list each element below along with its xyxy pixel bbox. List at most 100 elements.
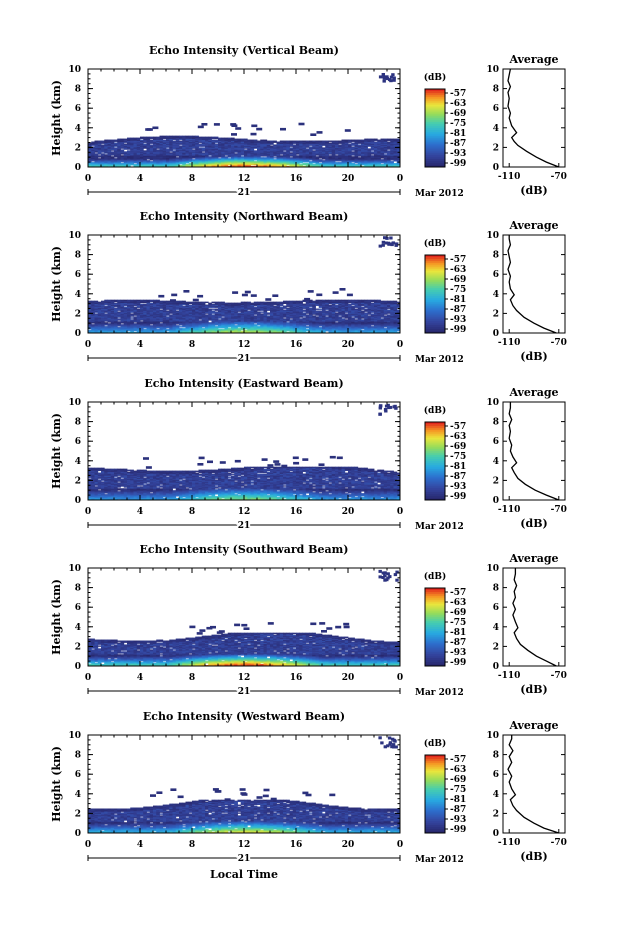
heatmap-cell <box>234 164 238 166</box>
heatmap-cell <box>302 303 307 305</box>
heatmap-cell <box>383 155 388 157</box>
heatmap-cell <box>289 154 294 156</box>
heatmap-cell <box>361 146 365 148</box>
average-title: Average <box>508 53 558 66</box>
heatmap-cell <box>292 163 297 165</box>
heatmap-cell <box>338 151 342 153</box>
heatmap-cell <box>123 162 128 164</box>
heatmap-cell <box>117 312 121 314</box>
heatmap-cell <box>344 164 349 166</box>
heatmap-cell <box>289 148 294 150</box>
heatmap-cell <box>127 163 131 165</box>
day-label: 21 <box>238 188 251 198</box>
heatmap-cell <box>266 153 271 155</box>
heatmap-cell <box>169 140 173 142</box>
heatmap-cell <box>162 162 167 164</box>
heatmap-cell <box>149 164 154 166</box>
heatmap-cell <box>299 150 303 152</box>
heatmap-cell <box>140 156 144 158</box>
heatmap-cell <box>91 300 95 303</box>
heatmap-cell <box>325 140 329 142</box>
heatmap-cell <box>361 147 365 149</box>
heatmap-cell <box>214 136 219 138</box>
heatmap-cell <box>247 145 251 147</box>
heatmap-cell <box>328 160 333 162</box>
heatmap-cell <box>234 302 238 304</box>
heatmap-cell <box>133 156 138 158</box>
heatmap-cell <box>237 145 242 147</box>
heatmap-cell <box>370 158 375 160</box>
heatmap-cell <box>185 146 190 148</box>
heatmap-cell <box>166 164 170 166</box>
heatmap-cell <box>185 301 190 304</box>
heatmap-cell <box>143 145 147 147</box>
heatmap-cell <box>383 140 388 142</box>
heatmap-cell <box>136 141 141 143</box>
heatmap-cell <box>390 154 394 156</box>
heatmap-cell <box>244 147 248 149</box>
heatmap-cell <box>133 152 138 154</box>
heatmap-cell <box>370 165 375 167</box>
heatmap-cell <box>260 159 264 161</box>
colorbar-tick-label: -75 <box>450 119 466 129</box>
heatmap-cell <box>156 158 160 160</box>
heatmap-cell <box>175 162 180 164</box>
heatmap-cell <box>312 164 316 166</box>
heatmap-cell <box>325 159 329 161</box>
heatmap-cell <box>130 164 134 166</box>
heatmap-cell <box>377 157 381 159</box>
heatmap-cell <box>192 138 196 140</box>
heatmap-cell <box>107 326 112 328</box>
heatmap-cell <box>344 139 349 141</box>
heatmap-cell <box>305 158 310 160</box>
heatmap-cell <box>172 136 177 138</box>
heatmap-cell <box>351 165 355 167</box>
heatmap-cell <box>107 142 112 144</box>
heatmap-cell <box>299 161 303 163</box>
heatmap-cell <box>182 157 186 159</box>
heatmap-cell <box>374 152 378 154</box>
heatmap-cell <box>149 139 154 141</box>
heatmap-cell <box>224 145 229 147</box>
heatmap-cell <box>127 161 131 163</box>
heatmap-cell <box>328 159 333 161</box>
heatmap-cell <box>172 165 177 167</box>
heatmap-cell <box>377 156 381 158</box>
heatmap-cell <box>273 144 277 146</box>
heatmap-cell <box>101 311 105 313</box>
heatmap-cell <box>205 148 209 150</box>
heatmap-cell <box>283 159 287 161</box>
heatmap-cell <box>88 331 92 333</box>
heatmap-cell <box>364 165 368 167</box>
heatmap-cell <box>140 144 144 146</box>
heatmap-cell <box>393 156 398 158</box>
heatmap-cell <box>91 146 95 148</box>
heatmap-cell <box>153 150 157 152</box>
heatmap-cell <box>185 142 190 144</box>
heatmap-cell <box>91 320 95 322</box>
heatmap-cell <box>393 139 398 141</box>
heatmap-cell <box>107 328 112 330</box>
heatmap-cell <box>260 154 264 156</box>
heatmap-cell <box>156 154 160 156</box>
heatmap-cell <box>270 157 274 159</box>
heatmap-cell <box>364 151 368 153</box>
heatmap-cell <box>214 139 219 141</box>
heatmap-cell <box>214 150 219 152</box>
heatmap-cell <box>247 142 251 144</box>
heatmap-cell <box>218 160 222 162</box>
heatmap-cell <box>211 143 216 145</box>
heatmap-cell <box>101 323 105 325</box>
heatmap-cell <box>205 301 209 304</box>
heatmap-cell <box>292 158 297 160</box>
heatmap-cell <box>101 303 105 305</box>
heatmap-cell <box>179 326 183 328</box>
heatmap-cell <box>302 143 307 145</box>
heatmap-cell <box>127 137 131 139</box>
heatmap-cell <box>140 160 144 162</box>
heatmap-cell <box>169 160 173 162</box>
heatmap-cell <box>283 163 287 165</box>
heatmap-cell <box>396 139 401 141</box>
colorbar-segment <box>425 153 445 156</box>
heatmap-cell <box>234 144 238 146</box>
